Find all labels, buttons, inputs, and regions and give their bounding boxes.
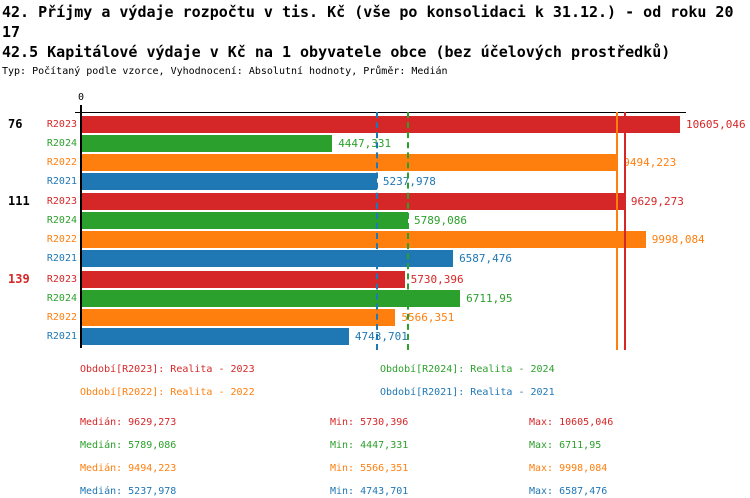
- bar-value-label-R2021: 5237,978: [382, 175, 436, 188]
- stat-min-R2022: Min: 5566,351: [330, 463, 409, 474]
- bar-R2021: [82, 173, 377, 190]
- stat-median-R2023: Medián: 9629,273: [80, 417, 177, 428]
- bar-value-label-R2022: 9998,084: [651, 233, 705, 246]
- indicator-title: 42.5 Kapitálové výdaje v Kč na 1 obyvate…: [2, 43, 671, 61]
- stat-median-R2022: Medián: 9494,223: [80, 463, 177, 474]
- y-axis-line: [80, 105, 82, 348]
- bar-R2023: [82, 193, 625, 210]
- page-title-line2: 17: [2, 23, 21, 41]
- median-line-R2021: [375, 112, 378, 350]
- group-label-139: 139: [8, 272, 30, 286]
- row-label-R2022: R2022: [46, 312, 77, 323]
- row-label-R2021: R2021: [46, 331, 77, 342]
- stat-min-R2023: Min: 5730,396: [330, 417, 409, 428]
- bar-value-label-R2024: 4447,331: [338, 137, 392, 150]
- bar-R2021: [82, 328, 349, 345]
- axis-top-rule: [75, 112, 686, 113]
- bar-R2024: [82, 135, 333, 152]
- bar-R2023: [82, 271, 405, 288]
- row-label-R2021: R2021: [46, 176, 77, 187]
- median-line-R2024: [406, 112, 409, 350]
- row-label-R2024: R2024: [46, 138, 77, 149]
- row-label-R2024: R2024: [46, 215, 77, 226]
- legend-item-R2023: Období[R2023]: Realita - 2023: [80, 364, 255, 375]
- row-label-R2023: R2023: [46, 196, 77, 207]
- row-label-R2023: R2023: [46, 119, 77, 130]
- legend-item-R2024: Období[R2024]: Realita - 2024: [380, 364, 555, 375]
- stat-max-R2024: Max: 6711,95: [529, 440, 602, 451]
- stat-median-R2024: Medián: 5789,086: [80, 440, 177, 451]
- page-title-line1: 42. Příjmy a výdaje rozpočtu v tis. Kč (…: [2, 3, 734, 21]
- stat-min-R2021: Min: 4743,701: [330, 486, 409, 497]
- group-label-111: 111: [8, 194, 30, 208]
- bar-value-label-R2023: 10605,046: [686, 118, 746, 131]
- bar-R2022: [82, 154, 618, 171]
- bar-R2024: [82, 212, 408, 229]
- bar-R2023: [82, 116, 680, 133]
- bar-value-label-R2022: 5566,351: [401, 311, 455, 324]
- stat-max-R2022: Max: 9998,084: [529, 463, 608, 474]
- bar-value-label-R2022: 9494,223: [623, 156, 677, 169]
- axis-zero-tick-label: 0: [77, 92, 85, 103]
- stat-min-R2024: Min: 4447,331: [330, 440, 409, 451]
- bar-value-label-R2023: 9629,273: [630, 195, 684, 208]
- row-label-R2022: R2022: [46, 234, 77, 245]
- bar-R2021: [82, 250, 454, 267]
- median-line-R2023: [623, 112, 626, 350]
- row-label-R2021: R2021: [46, 253, 77, 264]
- bar-R2024: [82, 290, 461, 307]
- legend-item-R2022: Období[R2022]: Realita - 2022: [80, 387, 255, 398]
- bar-value-label-R2021: 4743,701: [354, 330, 408, 343]
- stat-max-R2023: Max: 10605,046: [529, 417, 614, 428]
- legend-item-R2021: Období[R2021]: Realita - 2021: [380, 387, 555, 398]
- row-label-R2022: R2022: [46, 157, 77, 168]
- bar-value-label-R2023: 5730,396: [410, 273, 464, 286]
- indicator-meta-info: Typ: Počítaný podle vzorce, Vyhodnocení:…: [2, 66, 448, 77]
- bar-value-label-R2024: 6711,95: [466, 292, 513, 305]
- bar-value-label-R2021: 6587,476: [459, 252, 513, 265]
- row-label-R2024: R2024: [46, 293, 77, 304]
- bar-value-label-R2024: 5789,086: [413, 214, 467, 227]
- bar-R2022: [82, 231, 646, 248]
- group-label-76: 76: [8, 117, 23, 131]
- row-label-R2023: R2023: [46, 274, 77, 285]
- median-line-R2022: [616, 112, 619, 350]
- bar-R2022: [82, 309, 396, 326]
- stat-median-R2021: Medián: 5237,978: [80, 486, 177, 497]
- stat-max-R2021: Max: 6587,476: [529, 486, 608, 497]
